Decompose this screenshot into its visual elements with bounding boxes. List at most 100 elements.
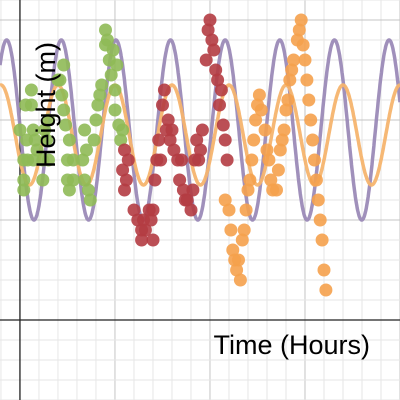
data-point-series-1 [57,58,71,72]
data-point-series-1 [40,133,54,147]
data-point-series-2 [203,13,217,27]
data-point-series-2 [146,233,160,247]
data-point-series-3 [235,233,249,247]
data-point-series-1 [42,153,55,167]
data-point-series-2 [156,98,169,112]
data-point-series-1 [57,103,71,117]
data-point-series-3 [239,203,253,217]
data-point-series-1 [116,123,130,137]
data-point-series-1 [24,83,38,97]
data-point-series-3 [233,273,247,287]
data-point-series-2 [175,153,188,167]
data-points [13,13,333,297]
data-point-series-1 [89,113,103,127]
data-point-series-3 [252,88,266,102]
data-point-series-3 [273,143,287,157]
data-point-series-1 [66,153,80,167]
x-axis-title: Time (Hours) [213,330,370,360]
data-point-series-1 [87,133,101,147]
data-point-series-2 [192,153,206,167]
data-point-series-3 [247,133,261,147]
data-point-series-1 [78,123,92,137]
data-point-series-3 [319,283,333,297]
data-point-series-1 [13,123,27,137]
data-point-series-1 [81,183,95,197]
data-point-series-2 [127,203,141,217]
data-point-series-1 [26,123,40,137]
data-point-series-1 [100,33,114,47]
data-point-series-3 [232,253,245,267]
data-point-series-2 [119,173,133,187]
data-point-series-1 [17,183,31,197]
data-point-series-2 [144,213,158,227]
data-point-series-3 [260,143,274,157]
data-point-series-2 [209,63,223,77]
data-point-series-3 [283,73,297,87]
data-point-series-3 [237,223,251,237]
data-point-series-3 [245,153,259,167]
data-point-series-2 [173,173,187,187]
data-point-series-3 [275,133,289,147]
data-point-series-2 [161,113,175,127]
data-point-series-2 [184,203,198,217]
data-point-series-3 [315,233,329,247]
data-point-series-3 [249,113,263,127]
data-point-series-1 [76,153,90,167]
data-point-series-1 [78,173,92,187]
data-point-series-3 [224,223,238,237]
data-point-series-1 [17,173,31,187]
data-point-series-1 [59,118,73,132]
data-point-series-1 [28,133,42,147]
data-point-series-2 [186,183,200,197]
data-point-series-1 [62,133,76,147]
data-point-series-2 [199,53,213,67]
data-point-series-3 [262,153,276,167]
data-point-series-3 [222,203,236,217]
data-point-series-3 [254,103,268,117]
data-point-series-3 [308,153,321,167]
data-point-series-1 [66,173,80,187]
data-point-series-2 [214,83,228,97]
data-point-series-1 [108,103,122,117]
data-point-series-2 [146,203,160,217]
data-point-series-1 [62,183,76,197]
data-point-series-1 [91,98,105,112]
data-point-series-2 [157,83,171,97]
data-point-series-3 [230,263,244,277]
data-point-series-1 [55,88,69,102]
data-point-series-2 [163,133,177,147]
data-point-series-1 [80,143,93,157]
data-point-series-1 [104,68,118,82]
data-point-series-1 [106,43,120,57]
data-point-series-2 [165,123,179,137]
data-point-series-2 [218,133,232,147]
data-point-series-2 [176,183,190,197]
data-point-series-2 [194,143,207,157]
data-point-series-2 [116,163,130,177]
data-point-series-3 [281,93,295,107]
data-point-series-3 [292,23,306,37]
data-point-series-3 [317,263,331,277]
data-point-series-1 [38,123,52,137]
data-point-series-2 [211,73,225,87]
data-point-series-2 [167,143,181,157]
data-point-series-2 [213,98,226,112]
model-curve-1 [0,38,400,222]
data-point-series-1 [53,73,67,87]
data-point-series-1 [114,133,128,147]
data-point-series-3 [243,173,257,187]
data-point-series-2 [118,143,131,157]
data-point-series-3 [277,123,291,137]
data-point-series-3 [298,53,312,67]
data-point-series-1 [93,88,107,102]
data-point-series-1 [99,23,112,37]
data-point-series-3 [241,183,255,197]
data-point-series-2 [135,233,149,247]
data-point-series-3 [271,163,285,177]
data-point-series-1 [95,78,109,92]
data-point-series-3 [287,53,301,67]
data-point-series-3 [306,133,320,147]
data-point-series-2 [180,193,194,207]
data-point-series-1 [24,98,38,112]
data-point-series-3 [279,103,293,117]
